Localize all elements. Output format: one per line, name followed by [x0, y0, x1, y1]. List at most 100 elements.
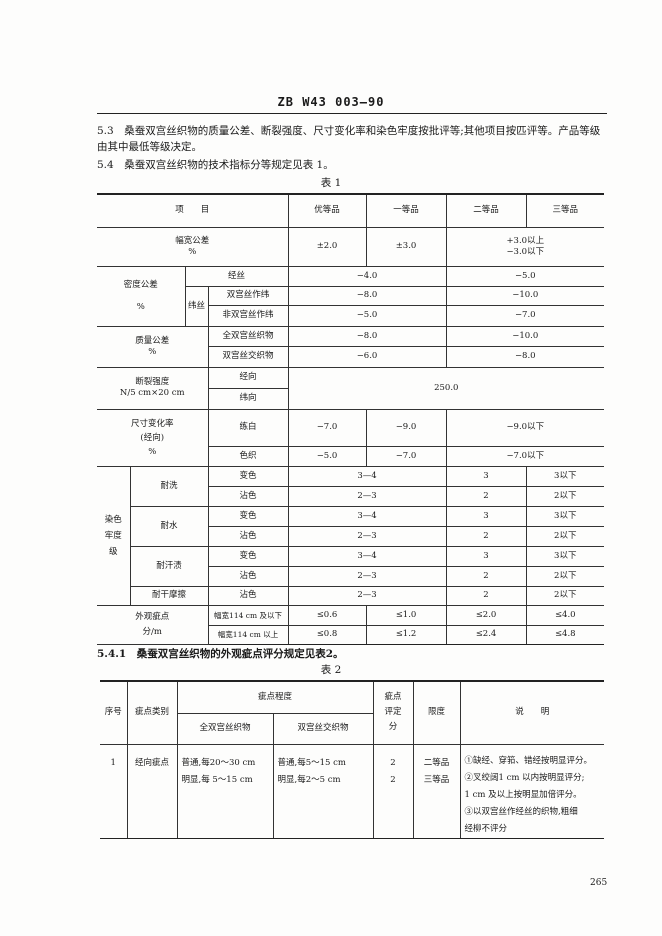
cell: 耐汗渍: [130, 545, 209, 587]
header-mixed: 双宫丝交织物: [272, 712, 374, 745]
table-row: 幅宽公差% ±2.0 ±3.0 +3.0以上 −3.0以下: [97, 226, 605, 267]
cell: 3: [445, 545, 527, 567]
header-grade: 二等品: [445, 193, 527, 228]
cell: ≤0.8: [287, 624, 367, 645]
cell: 双宫丝作纬: [207, 285, 289, 306]
cell: −7.0以下: [445, 445, 605, 467]
section-5-3: 5.3 桑蚕双宫丝织物的质量公差、断裂强度、尺寸变化率和染色牢度按批评等;其他项…: [97, 125, 601, 153]
cell: −5.0: [445, 265, 605, 287]
cell: 普通,每20～30 cm 明显,每 5～15 cm: [176, 743, 274, 839]
cell: 变色: [207, 545, 289, 567]
table-row: 幅宽114 cm 以上 ≤0.8 ≤1.2 ≤2.4 ≤4.8: [97, 624, 605, 645]
cell: 耐干摩擦: [130, 585, 209, 606]
cell: 3—4: [287, 545, 447, 567]
table-row: 耐汗渍 变色 3—4 3 3以下: [97, 545, 605, 587]
header-grade: 三等品: [525, 193, 605, 228]
cell: 色织: [208, 445, 289, 467]
header-no: 序号: [100, 680, 128, 745]
header-item: 项 目: [97, 193, 289, 228]
cell: −9.0以下: [445, 408, 605, 447]
table-row: 沾色 2—3 2 2以下: [97, 525, 605, 547]
cell: 2: [445, 585, 527, 606]
header-grade: 优等品: [287, 193, 367, 228]
cell: 2—3: [287, 585, 447, 606]
mass-label: 质量公差%: [97, 325, 209, 368]
table-row: 质量公差% 全双宫丝织物 −8.0 −10.0: [97, 325, 605, 368]
cell: 2以下: [525, 565, 605, 587]
page-number: 265: [590, 878, 608, 888]
cell: 2以下: [525, 585, 605, 606]
cell: 变色: [207, 505, 289, 527]
cell: −10.0: [445, 285, 605, 306]
cell: 幅宽114 cm 及以下: [207, 604, 289, 626]
cell: −7.0: [365, 445, 447, 467]
cell: 2: [445, 485, 527, 507]
header-notes: 说 明: [459, 680, 605, 745]
strength-label: 断裂强度 N/5 cm×20 cm: [97, 366, 209, 410]
cell: 3以下: [525, 505, 605, 527]
standard-code-header: ZB W43 003—90: [277, 95, 385, 109]
width-tolerance-label: 幅宽公差%: [97, 226, 289, 267]
table-header-row: 全双宫丝织物 双宫丝交织物: [100, 712, 604, 745]
cell: 耐水: [130, 505, 209, 547]
cell: 2: [445, 565, 527, 587]
cell: −10.0: [445, 325, 605, 347]
cell: ≤4.0: [525, 604, 605, 626]
cell: −5.0: [287, 445, 367, 467]
cell: 全双宫丝织物: [207, 325, 289, 347]
cell: −7.0: [445, 304, 605, 327]
cell: 沾色: [208, 525, 289, 547]
cell: 3以下: [525, 545, 605, 567]
table-row: 密度公差% 经丝 −4.0 −5.0: [97, 265, 605, 327]
cell: −6.0: [287, 345, 447, 368]
cell: −8.0: [445, 345, 605, 368]
cell: ±2.0: [287, 226, 367, 267]
table-1: 项 目 优等品 一等品 二等品 三等品 幅宽公差% ±2.0 ±3.0 +3.0…: [97, 193, 605, 645]
header-category: 疵点类别: [126, 680, 178, 745]
table-row: 耐水 变色 3—4 3 3以下: [97, 505, 605, 547]
cell: ≤1.2: [365, 624, 447, 645]
table-row: 断裂强度 N/5 cm×20 cm 经向 250.0: [97, 366, 605, 410]
table-row: 外观疵点 分/m 幅宽114 cm 及以下 ≤0.6 ≤1.0 ≤2.0 ≤4.0: [97, 604, 605, 645]
cell: ±3.0: [365, 226, 447, 267]
section-5-4-1: 5.4.1 桑蚕双宫丝织物的外观疵点评分规定见表2。: [97, 648, 344, 660]
table-row: 染色牢度级 耐洗 变色 3—4 3 3以下: [97, 465, 605, 606]
table-row: 耐干摩擦 沾色 2—3 2 2以下: [97, 585, 605, 606]
cell: 2以下: [525, 525, 605, 547]
cell: 沾色: [208, 485, 289, 507]
cell: 2—3: [287, 565, 447, 587]
weft-label: 纬丝: [185, 285, 209, 327]
table-row: 沾色 2—3 2 2以下: [97, 565, 605, 587]
header-full: 全双宫丝织物: [176, 712, 274, 745]
cell: 普通,每5～15 cm 明显,每2～5 cm: [272, 743, 374, 839]
cell: 沾色: [207, 585, 289, 606]
table-header-row: 项 目 优等品 一等品 二等品 三等品: [97, 193, 605, 228]
table-row: 沾色 2—3 2 2以下: [97, 485, 605, 507]
cell: 3—4: [287, 465, 447, 487]
cell: 2以下: [525, 485, 605, 507]
cell: 3: [445, 505, 527, 527]
cell: 变色: [207, 465, 289, 487]
cell: ≤1.0: [365, 604, 447, 626]
cell: 3—4: [287, 505, 447, 527]
cell: 3: [445, 465, 527, 487]
table2-caption: 表 2: [320, 664, 342, 676]
header-score: 疵点评定分: [372, 680, 414, 745]
header-degree: 疵点程度: [176, 680, 374, 714]
cell: −9.0: [365, 408, 447, 447]
cell: 幅宽114 cm 以上: [208, 624, 289, 645]
cell: 纬向: [208, 387, 289, 410]
cell: 经丝: [184, 265, 289, 287]
table1-caption: 表 1: [320, 177, 342, 189]
cell: −5.0: [287, 304, 447, 327]
table-row: 色织 −5.0 −7.0 −7.0以下: [97, 445, 605, 467]
cell: −8.0: [287, 285, 447, 306]
cell: ≤4.8: [525, 624, 605, 645]
cell: −4.0: [287, 265, 447, 287]
cell: 经向: [207, 366, 289, 389]
header-limit: 限度: [412, 680, 461, 745]
cell: −7.0: [287, 408, 367, 447]
header-grade: 一等品: [365, 193, 447, 228]
